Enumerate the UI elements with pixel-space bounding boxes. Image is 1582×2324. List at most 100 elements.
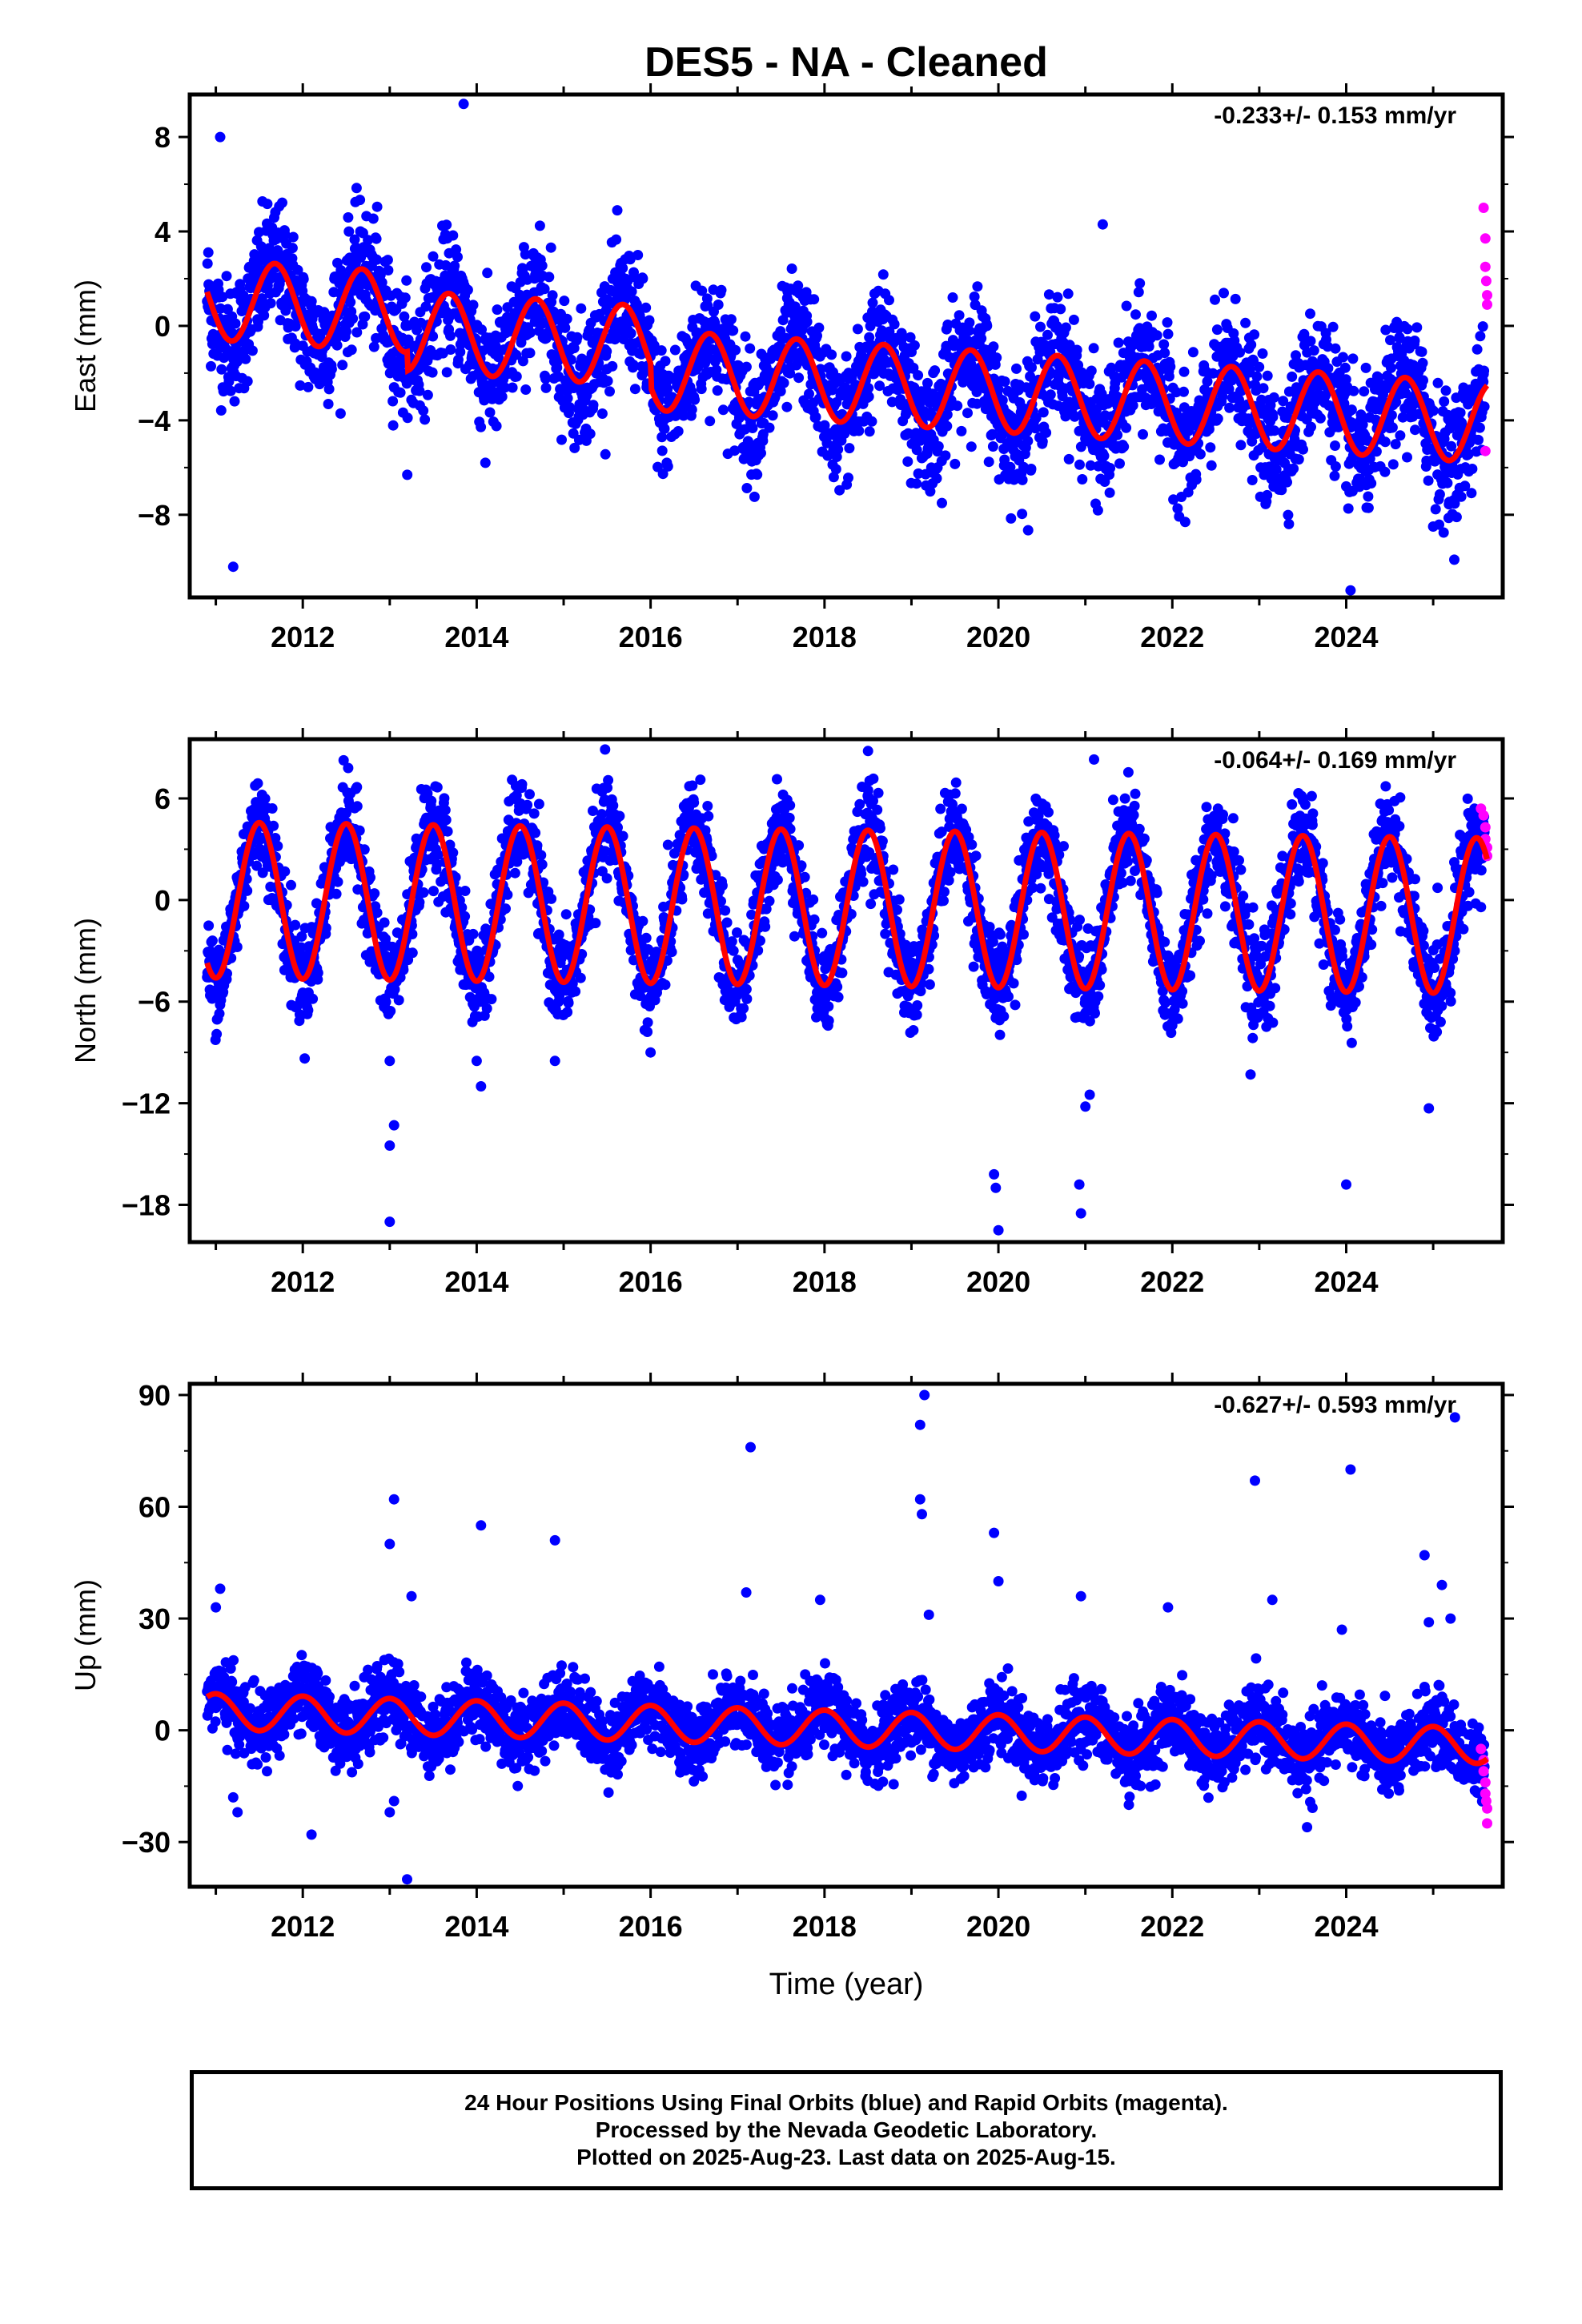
rapid-orbit-points [1478, 203, 1492, 456]
y-tick-label: −8 [138, 499, 171, 532]
data-point [407, 947, 418, 959]
data-point [972, 281, 983, 292]
data-point [755, 935, 765, 947]
data-point [741, 983, 752, 995]
data-point [1106, 362, 1117, 373]
data-point [323, 399, 334, 409]
data-point [1363, 502, 1374, 513]
data-point [1251, 371, 1263, 382]
data-point [456, 902, 468, 913]
data-point [721, 917, 733, 928]
data-point [966, 359, 977, 370]
data-point [614, 810, 625, 822]
data-point [1043, 289, 1054, 300]
data-point [789, 931, 800, 942]
data-point [1257, 348, 1268, 359]
data-point [545, 242, 556, 253]
data-point [602, 782, 613, 794]
data-point [355, 195, 366, 206]
data-point [1330, 461, 1341, 472]
data-point [1011, 363, 1022, 374]
data-point [695, 774, 706, 786]
data-point [1347, 353, 1359, 364]
data-point [1460, 480, 1471, 492]
data-point [853, 425, 865, 436]
data-point [741, 993, 753, 1004]
data-point [1402, 452, 1412, 463]
data-point [445, 344, 456, 355]
data-point [448, 230, 459, 241]
data-point [1472, 344, 1483, 355]
data-point [1357, 419, 1368, 430]
data-point [1439, 396, 1450, 407]
data-point [382, 255, 393, 266]
data-point [445, 330, 456, 341]
data-point [864, 332, 875, 343]
data-point [1202, 376, 1213, 387]
data-point [640, 302, 652, 313]
data-point [867, 297, 878, 308]
data-point [1438, 527, 1449, 538]
data-point [448, 847, 459, 858]
data-point [1038, 407, 1049, 418]
data-point [482, 267, 493, 279]
data-point [1271, 464, 1282, 475]
data-point [303, 381, 314, 392]
outlier-point [1341, 480, 1351, 492]
data-point [219, 352, 230, 364]
data-point [385, 1006, 396, 1016]
data-point [1235, 440, 1247, 451]
data-point [741, 361, 752, 372]
data-point [1060, 322, 1071, 333]
data-point [1158, 339, 1170, 350]
data-point [1162, 317, 1173, 328]
data-point [1211, 324, 1223, 336]
data-point [826, 349, 837, 360]
data-point [588, 806, 598, 816]
data-point [1026, 464, 1037, 474]
data-point [486, 994, 497, 1005]
data-point [307, 993, 319, 1004]
data-point [1327, 321, 1339, 332]
data-point [1042, 329, 1053, 340]
data-point [1162, 328, 1174, 340]
data-point [962, 335, 973, 346]
data-point [662, 460, 673, 472]
data-point [1291, 350, 1301, 361]
data-point [660, 979, 671, 991]
data-point [1219, 287, 1229, 299]
data-point [1371, 446, 1382, 457]
data-point [343, 212, 354, 223]
data-point [295, 942, 307, 953]
data-point [911, 478, 922, 489]
data-point [725, 314, 737, 325]
data-point [1223, 384, 1235, 395]
data-point [298, 274, 309, 285]
data-point [462, 284, 473, 296]
data-point [225, 385, 236, 396]
data-point [1430, 504, 1441, 515]
data-point [223, 376, 235, 388]
data-point [983, 456, 994, 468]
data-point [1168, 494, 1179, 505]
data-point [659, 423, 670, 434]
data-point [532, 840, 543, 851]
data-point [757, 428, 769, 440]
data-point [1121, 422, 1132, 433]
data-point [844, 443, 855, 454]
data-point [793, 280, 804, 292]
data-point [1409, 336, 1420, 346]
data-point [712, 385, 723, 396]
outlier-point [1427, 521, 1439, 532]
data-point [337, 360, 348, 371]
data-point [387, 396, 399, 407]
data-point [599, 794, 610, 805]
data-point [743, 396, 754, 408]
data-point [369, 888, 380, 899]
outlier-point [480, 457, 491, 468]
data-point [453, 354, 464, 365]
data-point [343, 762, 354, 774]
y-tick-label: 4 [155, 215, 171, 248]
data-point [572, 332, 583, 343]
